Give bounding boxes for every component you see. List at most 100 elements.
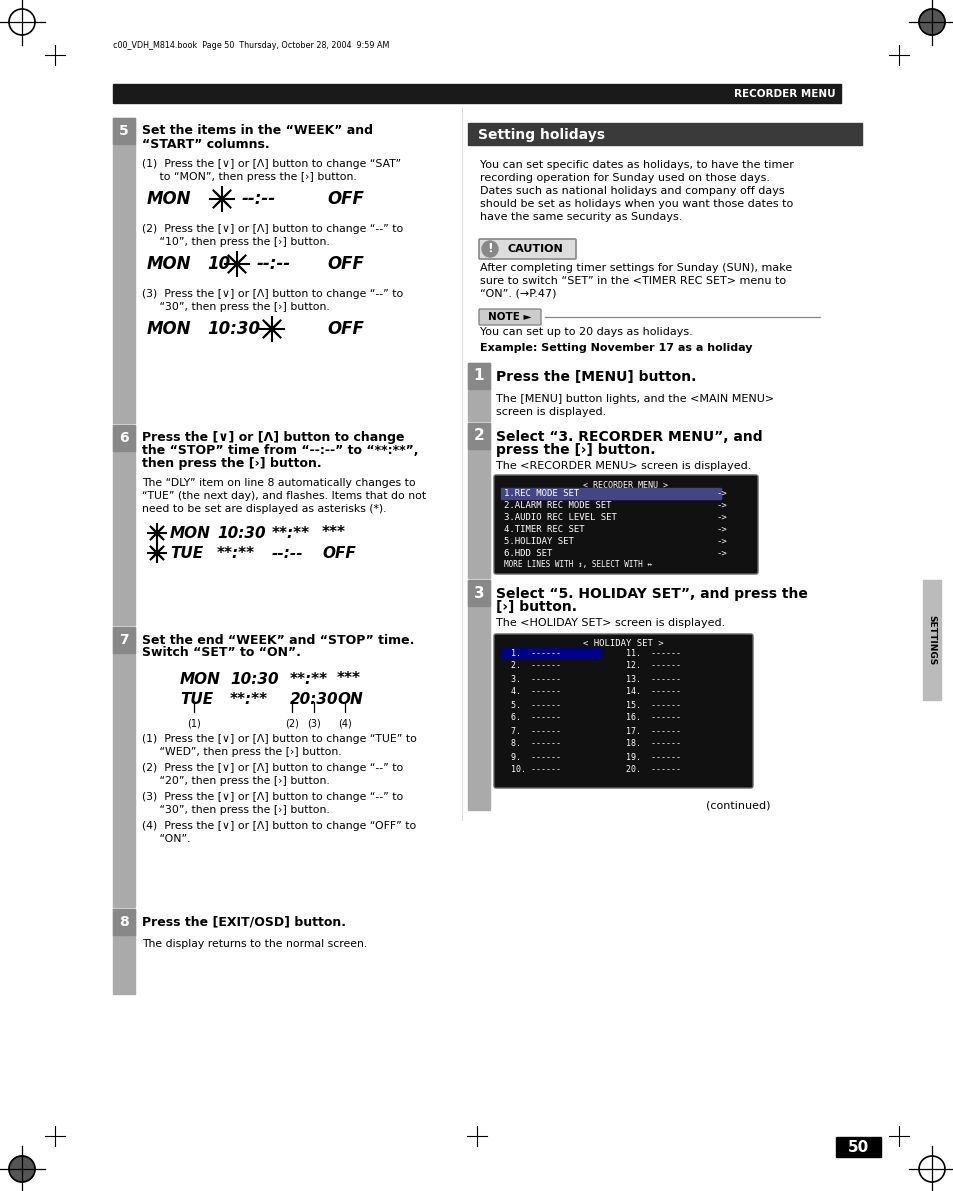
Text: screen is displayed.: screen is displayed. xyxy=(496,407,605,417)
Text: MORE LINES WITH ↕, SELECT WITH ↔: MORE LINES WITH ↕, SELECT WITH ↔ xyxy=(503,560,651,568)
Text: press the [›] button.: press the [›] button. xyxy=(496,443,655,457)
Text: 1.  ------: 1. ------ xyxy=(511,649,560,657)
Text: 2.ALARM REC MODE SET: 2.ALARM REC MODE SET xyxy=(503,501,611,511)
Text: < RECORDER MENU >: < RECORDER MENU > xyxy=(583,480,668,490)
Text: “30”, then press the [›] button.: “30”, then press the [›] button. xyxy=(142,805,330,815)
Bar xyxy=(468,363,490,420)
Bar xyxy=(112,425,135,625)
Bar xyxy=(112,118,135,144)
Text: 10: 10 xyxy=(207,255,230,273)
Text: 10. ------: 10. ------ xyxy=(511,766,560,774)
Text: 2: 2 xyxy=(473,429,484,443)
Text: 3.AUDIO REC LEVEL SET: 3.AUDIO REC LEVEL SET xyxy=(503,513,617,523)
Bar xyxy=(500,488,720,499)
Text: (1)  Press the [∨] or [Λ] button to change “SAT”: (1) Press the [∨] or [Λ] button to chang… xyxy=(142,160,400,169)
Text: then press the [›] button.: then press the [›] button. xyxy=(142,457,321,470)
Bar xyxy=(468,580,490,810)
Bar xyxy=(468,580,490,606)
Text: 2.  ------: 2. ------ xyxy=(511,661,560,671)
Text: MON: MON xyxy=(170,525,211,541)
Text: You can set specific dates as holidays, to have the timer: You can set specific dates as holidays, … xyxy=(479,160,793,170)
Text: ->: -> xyxy=(716,501,726,511)
Bar xyxy=(835,1137,880,1156)
Bar xyxy=(112,85,841,102)
Text: c00_VDH_M814.book  Page 50  Thursday, October 28, 2004  9:59 AM: c00_VDH_M814.book Page 50 Thursday, Octo… xyxy=(112,40,389,50)
Text: MON: MON xyxy=(147,191,192,208)
Text: 11.  ------: 11. ------ xyxy=(625,649,680,657)
Text: (3)  Press the [∨] or [Λ] button to change “--” to: (3) Press the [∨] or [Λ] button to chang… xyxy=(142,289,403,299)
Circle shape xyxy=(918,10,944,35)
Bar xyxy=(468,123,862,145)
Bar xyxy=(112,626,135,908)
Text: “TUE” (the next day), and flashes. Items that do not: “TUE” (the next day), and flashes. Items… xyxy=(142,491,426,501)
Text: (1): (1) xyxy=(187,719,201,729)
Bar xyxy=(923,580,940,700)
Text: RECORDER MENU: RECORDER MENU xyxy=(734,89,835,99)
FancyBboxPatch shape xyxy=(494,475,758,574)
Text: --:--: --:-- xyxy=(256,255,291,273)
Text: should be set as holidays when you want those dates to: should be set as holidays when you want … xyxy=(479,199,792,208)
Text: 6.  ------: 6. ------ xyxy=(511,713,560,723)
Text: < HOLIDAY SET >: < HOLIDAY SET > xyxy=(582,640,662,649)
Text: Dates such as national holidays and company off days: Dates such as national holidays and comp… xyxy=(479,186,783,197)
Circle shape xyxy=(9,1156,35,1181)
Text: (1)  Press the [∨] or [Λ] button to change “TUE” to: (1) Press the [∨] or [Λ] button to chang… xyxy=(142,734,416,744)
Text: **:**: **:** xyxy=(216,545,254,561)
Text: 3: 3 xyxy=(474,586,484,600)
Text: “20”, then press the [›] button.: “20”, then press the [›] button. xyxy=(142,777,330,786)
Text: 10:30: 10:30 xyxy=(230,672,278,686)
Text: 14.  ------: 14. ------ xyxy=(625,687,680,697)
Text: The “DLY” item on line 8 automatically changes to: The “DLY” item on line 8 automatically c… xyxy=(142,478,416,488)
Text: 8: 8 xyxy=(119,915,129,929)
Bar xyxy=(112,909,135,994)
Text: 1: 1 xyxy=(474,368,484,384)
Text: 20:30: 20:30 xyxy=(290,692,338,706)
Text: After completing timer settings for Sunday (SUN), make: After completing timer settings for Sund… xyxy=(479,263,791,273)
Text: OFF: OFF xyxy=(322,545,355,561)
Text: Set the end “WEEK” and “STOP” time.: Set the end “WEEK” and “STOP” time. xyxy=(142,634,414,647)
Bar xyxy=(112,909,135,935)
Circle shape xyxy=(481,241,497,257)
Text: Select “3. RECORDER MENU”, and: Select “3. RECORDER MENU”, and xyxy=(496,430,761,444)
Text: 10:30: 10:30 xyxy=(207,320,260,338)
Text: 9.  ------: 9. ------ xyxy=(511,753,560,761)
FancyBboxPatch shape xyxy=(478,308,540,325)
Text: 10:30: 10:30 xyxy=(216,525,265,541)
Bar xyxy=(468,363,490,389)
Text: 4.TIMER REC SET: 4.TIMER REC SET xyxy=(503,525,584,535)
Text: ***: *** xyxy=(322,525,346,541)
Text: The <HOLIDAY SET> screen is displayed.: The <HOLIDAY SET> screen is displayed. xyxy=(496,618,724,628)
Text: --:--: --:-- xyxy=(272,545,303,561)
Bar xyxy=(468,423,490,578)
Text: ->: -> xyxy=(716,525,726,535)
Text: (4)  Press the [∨] or [Λ] button to change “OFF” to: (4) Press the [∨] or [Λ] button to chang… xyxy=(142,821,416,831)
Text: Example: Setting November 17 as a holiday: Example: Setting November 17 as a holida… xyxy=(479,343,752,353)
Text: ***: *** xyxy=(336,672,360,686)
Text: “30”, then press the [›] button.: “30”, then press the [›] button. xyxy=(142,303,330,312)
Text: 8.  ------: 8. ------ xyxy=(511,740,560,748)
Bar xyxy=(500,648,600,657)
Text: 5: 5 xyxy=(119,124,129,138)
Text: 15.  ------: 15. ------ xyxy=(625,700,680,710)
Text: 17.  ------: 17. ------ xyxy=(625,727,680,736)
Text: 6.HDD SET: 6.HDD SET xyxy=(503,549,552,559)
Bar xyxy=(468,423,490,449)
Text: MON: MON xyxy=(147,255,192,273)
Bar xyxy=(112,425,135,451)
Text: need to be set are displayed as asterisks (*).: need to be set are displayed as asterisk… xyxy=(142,504,386,515)
Text: ->: -> xyxy=(716,537,726,547)
Text: NOTE ►: NOTE ► xyxy=(488,312,531,322)
Text: “ON”.: “ON”. xyxy=(142,834,191,844)
Text: 7.  ------: 7. ------ xyxy=(511,727,560,736)
Text: (2)  Press the [∨] or [Λ] button to change “--” to: (2) Press the [∨] or [Λ] button to chang… xyxy=(142,763,403,773)
Text: to “MON”, then press the [›] button.: to “MON”, then press the [›] button. xyxy=(142,172,356,182)
Text: ->: -> xyxy=(716,549,726,559)
Text: “START” columns.: “START” columns. xyxy=(142,137,270,150)
Text: MON: MON xyxy=(180,672,221,686)
Text: Press the [EXIT/OSD] button.: Press the [EXIT/OSD] button. xyxy=(142,916,346,929)
Text: 13.  ------: 13. ------ xyxy=(625,674,680,684)
Bar xyxy=(112,626,135,653)
Text: TUE: TUE xyxy=(180,692,213,706)
Text: ->: -> xyxy=(716,490,726,499)
Text: The <RECORDER MENU> screen is displayed.: The <RECORDER MENU> screen is displayed. xyxy=(496,461,751,470)
